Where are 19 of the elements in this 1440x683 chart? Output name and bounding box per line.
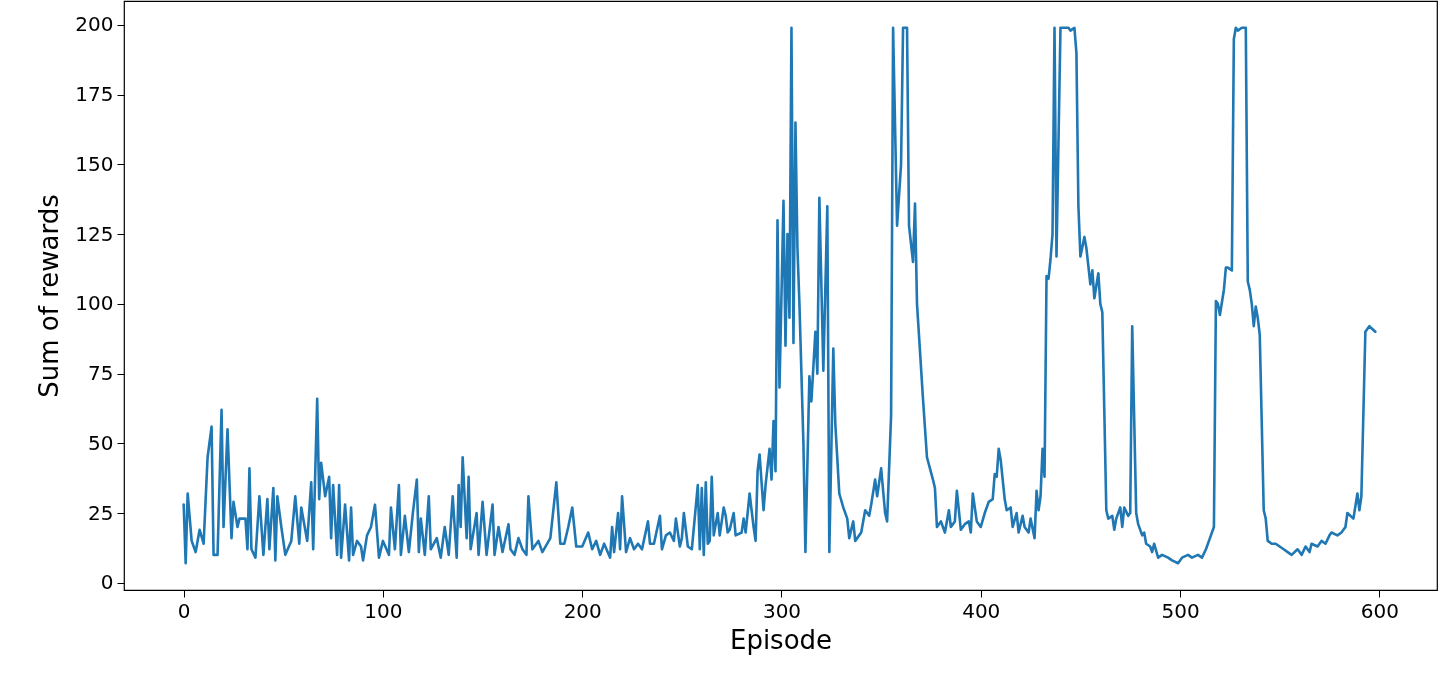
x-tick-label: 600 (1360, 598, 1399, 623)
x-tick-label: 400 (962, 598, 1001, 623)
y-tick-label: 50 (88, 430, 114, 455)
y-tick-label: 125 (75, 221, 114, 246)
x-tick-label: 500 (1161, 598, 1200, 623)
x-axis-title: Episode (729, 624, 833, 655)
y-axis-title: Sum of rewards (34, 194, 65, 398)
y-tick-label: 75 (88, 361, 114, 386)
y-tick-label: 100 (75, 291, 114, 316)
y-tick-label: 175 (75, 82, 114, 107)
y-tick-label: 25 (88, 500, 114, 525)
line-series (182, 26, 1377, 565)
x-tick-label: 300 (762, 598, 802, 623)
y-tick-label: 200 (75, 12, 114, 37)
x-tick-label: 100 (364, 598, 403, 623)
y-tick-label: 0 (100, 570, 114, 595)
x-tick-label: 0 (177, 598, 191, 623)
y-tick-label: 150 (75, 151, 114, 176)
x-tick-label: 200 (563, 598, 602, 623)
